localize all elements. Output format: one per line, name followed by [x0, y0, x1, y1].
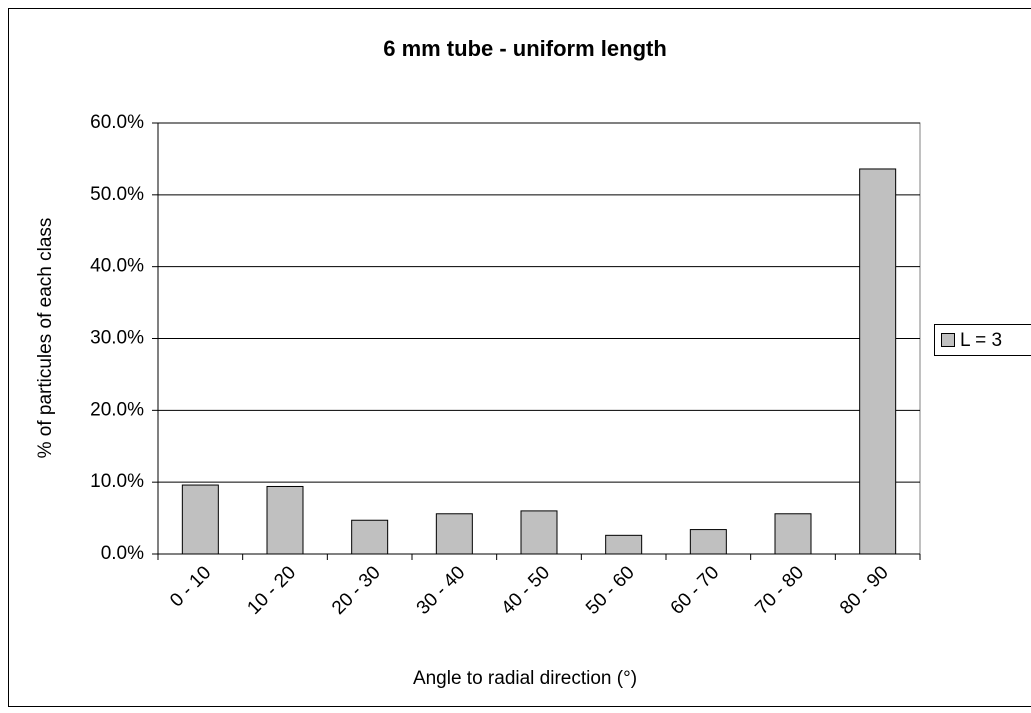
bar [605, 534, 643, 555]
legend-label: L = 3 [960, 330, 1002, 351]
x-tick-label: 0 - 10 [166, 562, 215, 611]
x-tick-label: 70 - 80 [751, 562, 808, 619]
x-axis-title: Angle to radial direction (°) [413, 668, 637, 689]
x-tick-label: 40 - 50 [497, 562, 554, 619]
x-tick-label: 80 - 90 [836, 562, 893, 619]
x-tick-label: 60 - 70 [667, 562, 724, 619]
y-tick-label: 0.0% [101, 543, 144, 564]
y-tick-label: 60.0% [90, 112, 144, 133]
y-tick-label: 20.0% [90, 399, 144, 420]
y-axis-title: % of particules of each class [35, 218, 56, 459]
bar [689, 529, 727, 555]
bar [859, 168, 897, 555]
x-tick-label: 10 - 20 [243, 562, 300, 619]
legend-swatch [941, 333, 955, 347]
y-tick-label: 10.0% [90, 471, 144, 492]
y-tick-label: 40.0% [90, 256, 144, 277]
chart-frame [8, 8, 1031, 707]
bar [774, 513, 812, 555]
x-tick-label: 20 - 30 [328, 562, 385, 619]
bar [520, 510, 558, 555]
bar [181, 484, 219, 555]
bar [351, 519, 389, 555]
y-tick-label: 50.0% [90, 184, 144, 205]
chart-title: 6 mm tube - uniform length [383, 36, 667, 61]
bar [266, 485, 304, 555]
x-tick-label: 50 - 60 [582, 562, 639, 619]
y-tick-label: 30.0% [90, 328, 144, 349]
x-tick-label: 30 - 40 [413, 562, 470, 619]
bar [435, 513, 473, 555]
